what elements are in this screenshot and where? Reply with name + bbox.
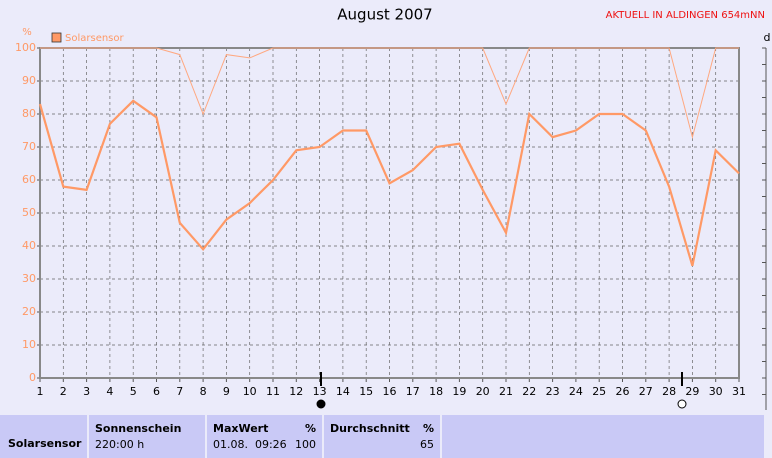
table-cell: [442, 415, 764, 458]
x-tick-label: 6: [153, 385, 160, 398]
column-unit: %: [304, 422, 316, 435]
column-unit: %: [422, 422, 434, 435]
y-tick-label: 60: [22, 173, 36, 186]
x-tick-label: 9: [223, 385, 230, 398]
column-header: Durchschnitt: [330, 422, 410, 435]
moon-icon: [316, 399, 326, 409]
x-tick-label: 17: [406, 385, 420, 398]
y-unit: %: [22, 27, 32, 38]
x-tick-label: 14: [336, 385, 350, 398]
x-tick-label: 10: [243, 385, 257, 398]
x-tick-label: 30: [709, 385, 723, 398]
x-tick-label: 20: [476, 385, 490, 398]
x-tick-label: 2: [60, 385, 67, 398]
y-tick-label: 50: [22, 206, 36, 219]
x-tick-label: 23: [546, 385, 560, 398]
table-cell: MaxWert % 01.08. 09:26 100: [207, 415, 322, 458]
column-header: MaxWert: [213, 422, 269, 435]
annotation: AKTUELL IN ALDINGEN 654mNN: [606, 10, 765, 21]
x-tick-label: 12: [289, 385, 303, 398]
table-cell: Sonnenschein 220:00 h: [89, 415, 205, 458]
column-header: Sonnenschein: [95, 422, 182, 435]
moon-icon: [677, 399, 687, 409]
x-tick-label: 29: [685, 385, 699, 398]
line: [40, 47, 739, 140]
x-tick-label: 27: [639, 385, 653, 398]
x-tick-label: 5: [130, 385, 137, 398]
x-tick-label: 15: [359, 385, 373, 398]
y-tick-label: 30: [22, 272, 36, 285]
y-tick-label: 90: [22, 74, 36, 87]
x-tick-label: 21: [499, 385, 513, 398]
x-tick-label: 28: [662, 385, 676, 398]
y-tick-label: 80: [22, 107, 36, 120]
x-tick-label: 26: [616, 385, 630, 398]
x-tick-label: 31: [732, 385, 746, 398]
chart: August 2007 AKTUELL IN ALDINGEN 654mNN %…: [15, 6, 771, 410]
cell-value: 01.08. 09:26: [213, 438, 287, 451]
x-tick-label: 18: [429, 385, 443, 398]
chart-title: August 2007: [337, 6, 432, 24]
x-tick-label: 25: [592, 385, 606, 398]
y-tick-label: 70: [22, 140, 36, 153]
x-tick-label: 8: [200, 385, 207, 398]
x-tick-label: 7: [176, 385, 183, 398]
y-tick-label: 100: [15, 41, 36, 54]
y-tick-label: 20: [22, 305, 36, 318]
x-tick-label: 16: [383, 385, 397, 398]
y-tick-label: 40: [22, 239, 36, 252]
legend-label: Solarsensor: [65, 33, 125, 44]
right-axis-label: d: [764, 31, 771, 44]
x-tick-label: 4: [106, 385, 113, 398]
y-tick-label: 0: [29, 371, 36, 384]
x-tick-label: 1: [37, 385, 44, 398]
cell-value: 220:00 h: [95, 438, 145, 451]
y-tick-label: 10: [22, 338, 36, 351]
x-tick-label: 22: [522, 385, 536, 398]
x-tick-label: 11: [266, 385, 280, 398]
row-label: Solarsensor: [8, 437, 82, 450]
table-cell: Solarsensor: [0, 415, 87, 458]
line: [38, 99, 740, 267]
cell-value: 100: [295, 438, 316, 451]
cell-value: 65: [420, 438, 434, 451]
x-tick-label: 3: [83, 385, 90, 398]
x-tick-label: 24: [569, 385, 583, 398]
x-tick-label: 19: [452, 385, 466, 398]
table-cell: Durchschnitt % 65: [324, 415, 440, 458]
legend-swatch: [51, 32, 62, 43]
x-tick-label: 13: [313, 385, 327, 398]
